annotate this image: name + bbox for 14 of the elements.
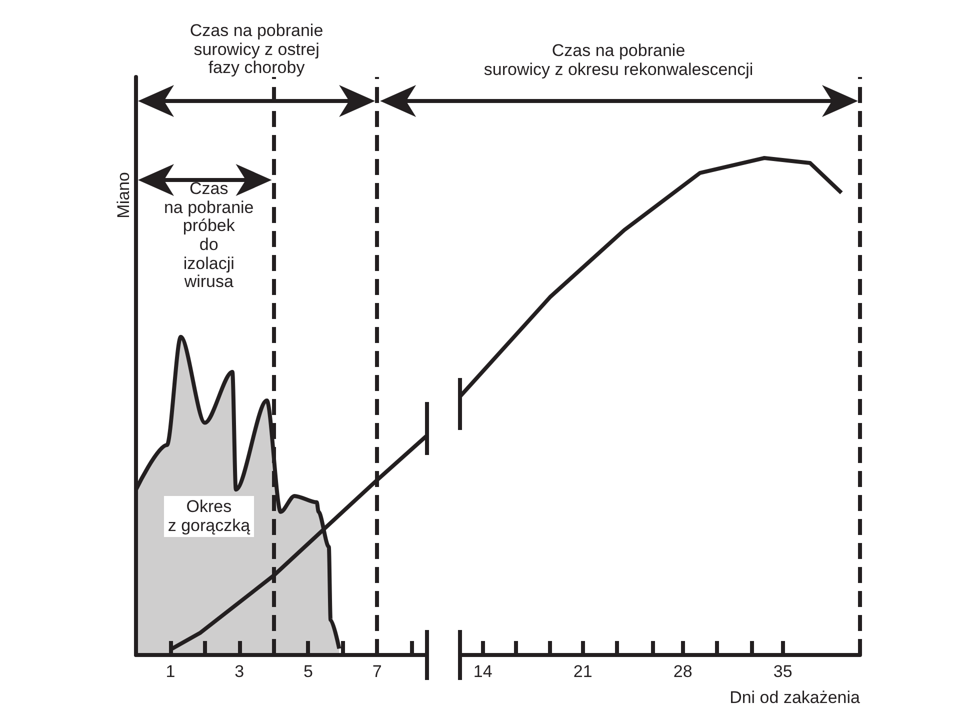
x-tick-label: 7 — [372, 662, 382, 681]
x-tick-label: 5 — [303, 662, 313, 681]
x-axis-title: Dni od zakażenia — [730, 688, 861, 707]
x-tick-label: 28 — [673, 662, 692, 681]
annotation: Okres z gorączką — [164, 496, 254, 538]
text: Czas na pobranie próbek do izolacji wirusa — [162, 179, 255, 292]
text: Czas na pobranie surowicy z ostrej fazy choroby — [188, 21, 324, 78]
x-tick-label: 1 — [166, 662, 176, 681]
x-tick-label: 14 — [473, 662, 492, 681]
x-tick-label: 21 — [573, 662, 592, 681]
x-tick-label: 3 — [234, 662, 244, 681]
x-tick-label: 35 — [773, 662, 792, 681]
y-axis-title: Miano — [114, 172, 133, 218]
text: Czas na pobranie surowicy z okresu rekonwalescencji — [482, 41, 754, 80]
